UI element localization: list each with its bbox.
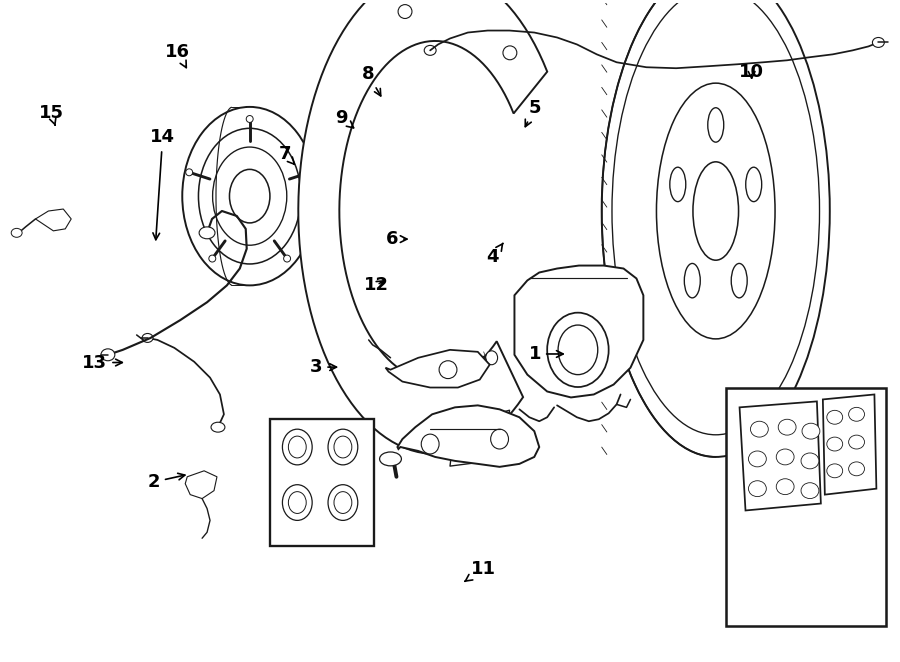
Ellipse shape: [283, 485, 312, 520]
Text: 6: 6: [386, 230, 407, 248]
Ellipse shape: [849, 407, 865, 421]
Ellipse shape: [731, 263, 747, 298]
Text: 7: 7: [279, 145, 294, 164]
Text: 3: 3: [310, 358, 337, 376]
Ellipse shape: [211, 422, 225, 432]
Ellipse shape: [693, 162, 739, 260]
Polygon shape: [298, 0, 547, 454]
Ellipse shape: [334, 492, 352, 514]
Polygon shape: [35, 209, 71, 231]
Ellipse shape: [424, 46, 436, 56]
Ellipse shape: [421, 434, 439, 454]
Text: 10: 10: [739, 63, 764, 81]
Ellipse shape: [439, 361, 457, 379]
Text: 12: 12: [364, 276, 390, 294]
Text: 9: 9: [335, 109, 354, 128]
Polygon shape: [185, 471, 217, 498]
Ellipse shape: [380, 452, 401, 466]
Ellipse shape: [751, 421, 769, 437]
Ellipse shape: [142, 334, 153, 342]
Ellipse shape: [849, 462, 865, 476]
Ellipse shape: [749, 451, 766, 467]
Text: 5: 5: [526, 99, 541, 126]
Ellipse shape: [778, 419, 796, 435]
Ellipse shape: [684, 263, 700, 298]
Ellipse shape: [707, 108, 724, 142]
Polygon shape: [398, 405, 539, 467]
Ellipse shape: [749, 481, 766, 496]
Ellipse shape: [801, 453, 819, 469]
Polygon shape: [515, 265, 644, 397]
Ellipse shape: [101, 349, 115, 361]
Ellipse shape: [827, 464, 842, 478]
Ellipse shape: [849, 435, 865, 449]
Ellipse shape: [11, 228, 22, 237]
Text: 11: 11: [465, 559, 496, 581]
Ellipse shape: [288, 436, 306, 458]
Ellipse shape: [198, 128, 301, 264]
Ellipse shape: [827, 437, 842, 451]
Text: 1: 1: [528, 345, 563, 363]
Text: 4: 4: [487, 243, 503, 267]
Ellipse shape: [802, 423, 820, 439]
Ellipse shape: [283, 429, 312, 465]
Polygon shape: [740, 401, 821, 510]
Ellipse shape: [558, 325, 598, 375]
Ellipse shape: [776, 449, 794, 465]
Polygon shape: [385, 350, 490, 387]
Text: 16: 16: [166, 43, 190, 68]
Ellipse shape: [486, 351, 498, 365]
Ellipse shape: [212, 147, 287, 245]
Ellipse shape: [398, 5, 412, 19]
Ellipse shape: [185, 169, 193, 176]
Ellipse shape: [491, 429, 508, 449]
Ellipse shape: [670, 167, 686, 202]
Ellipse shape: [334, 436, 352, 458]
Text: 14: 14: [150, 128, 176, 240]
Ellipse shape: [199, 227, 215, 239]
Ellipse shape: [183, 107, 317, 285]
Ellipse shape: [247, 116, 253, 122]
Ellipse shape: [209, 255, 216, 262]
Ellipse shape: [656, 83, 775, 339]
Ellipse shape: [801, 483, 819, 498]
Ellipse shape: [284, 255, 291, 262]
Ellipse shape: [612, 0, 820, 435]
Bar: [725, 387, 886, 626]
Bar: [269, 419, 373, 546]
Text: 8: 8: [362, 65, 381, 96]
Ellipse shape: [328, 485, 358, 520]
Ellipse shape: [328, 429, 358, 465]
Ellipse shape: [307, 169, 314, 176]
Ellipse shape: [547, 312, 608, 387]
Ellipse shape: [503, 46, 517, 60]
Text: 13: 13: [82, 354, 122, 371]
Ellipse shape: [602, 0, 830, 457]
Text: 15: 15: [39, 104, 64, 125]
Ellipse shape: [746, 167, 761, 202]
Text: 2: 2: [148, 473, 184, 491]
Polygon shape: [823, 395, 877, 495]
Ellipse shape: [776, 479, 794, 495]
Ellipse shape: [288, 492, 306, 514]
Ellipse shape: [827, 410, 842, 424]
Ellipse shape: [230, 169, 270, 223]
Ellipse shape: [872, 38, 885, 48]
